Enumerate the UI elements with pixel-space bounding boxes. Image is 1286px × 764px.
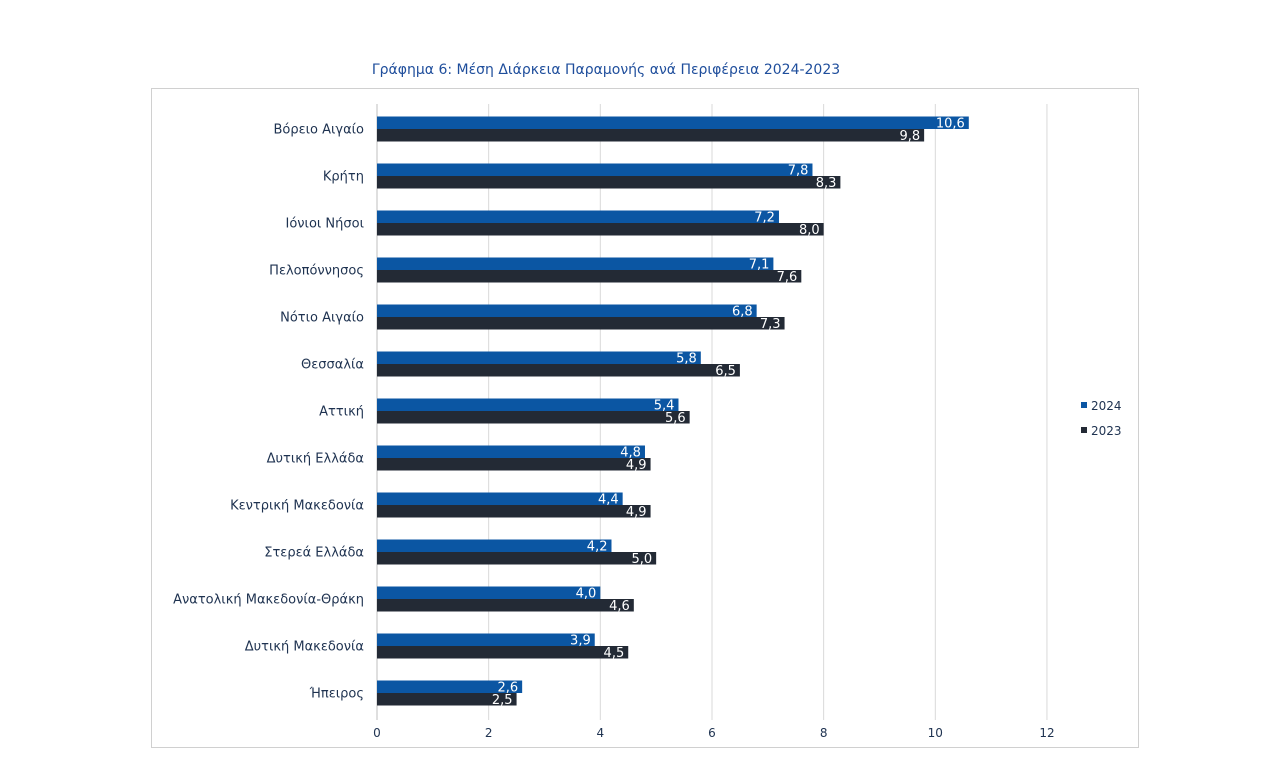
data-label-2024: 6,8 xyxy=(732,305,753,320)
legend-label-2024: 2024 xyxy=(1091,399,1122,413)
category-label: Στερεά Ελλάδα xyxy=(264,546,364,561)
x-tick-label: 10 xyxy=(928,726,943,740)
data-label-2023: 4,5 xyxy=(604,646,625,661)
bar-2023 xyxy=(377,411,690,424)
data-label-2024: 2,6 xyxy=(497,681,518,696)
bar-2024 xyxy=(377,586,601,599)
data-label-2024: 10,6 xyxy=(936,117,965,132)
bar-2023 xyxy=(377,223,824,236)
category-label: Ήπειρος xyxy=(309,687,364,702)
data-label-2023: 4,9 xyxy=(626,458,647,473)
data-label-2023: 7,6 xyxy=(777,270,798,285)
category-label: Νότιο Αιγαίο xyxy=(280,311,364,326)
bar-2024 xyxy=(377,351,701,364)
data-label-2024: 7,1 xyxy=(749,258,770,273)
data-label-2023: 8,3 xyxy=(816,176,837,191)
bar-2024 xyxy=(377,257,774,270)
bar-2024 xyxy=(377,539,612,552)
chart-frame xyxy=(151,88,1139,748)
bar-2023 xyxy=(377,270,802,283)
bar-2023 xyxy=(377,693,517,706)
legend-swatch-2024 xyxy=(1081,402,1087,408)
x-tick-label: 8 xyxy=(820,726,828,740)
bar-2023 xyxy=(377,505,651,518)
bar-2024 xyxy=(377,163,813,176)
bar-2024 xyxy=(377,116,969,129)
category-label: Πελοπόννησος xyxy=(269,264,364,279)
bar-2023 xyxy=(377,646,629,659)
legend-swatch-2023 xyxy=(1081,427,1087,433)
x-tick-label: 4 xyxy=(596,726,604,740)
data-label-2024: 5,8 xyxy=(676,352,697,367)
bar-2023 xyxy=(377,458,651,471)
bar-2023 xyxy=(377,552,657,565)
bar-2024 xyxy=(377,492,623,505)
bar-2023 xyxy=(377,129,925,142)
category-label: Βόρειο Αιγαίο xyxy=(273,123,364,138)
x-tick-label: 12 xyxy=(1039,726,1054,740)
data-label-2024: 5,4 xyxy=(654,399,675,414)
data-label-2023: 4,9 xyxy=(626,505,647,520)
data-label-2023: 4,6 xyxy=(609,599,630,614)
data-label-2024: 3,9 xyxy=(570,634,591,649)
category-label: Ανατολική Μακεδονία-Θράκη xyxy=(173,593,364,608)
data-label-2024: 7,8 xyxy=(788,164,809,179)
x-tick-label: 0 xyxy=(373,726,381,740)
data-label-2023: 5,6 xyxy=(665,411,686,426)
data-label-2024: 7,2 xyxy=(754,211,775,226)
bar-2023 xyxy=(377,317,785,330)
bar-2024 xyxy=(377,445,645,458)
category-label: Κεντρική Μακεδονία xyxy=(230,499,364,514)
data-label-2024: 4,8 xyxy=(620,446,641,461)
data-label-2023: 5,0 xyxy=(631,552,652,567)
bar-2024 xyxy=(377,633,595,646)
category-label: Κρήτη xyxy=(323,170,364,185)
category-label: Αττική xyxy=(319,405,364,420)
bar-2023 xyxy=(377,599,634,612)
category-label: Ιόνιοι Νήσοι xyxy=(286,217,365,232)
bar-2023 xyxy=(377,176,841,189)
x-tick-label: 2 xyxy=(485,726,493,740)
category-label: Δυτική Ελλάδα xyxy=(267,452,364,467)
category-label: Δυτική Μακεδονία xyxy=(245,640,364,655)
bar-2024 xyxy=(377,304,757,317)
bar-2024 xyxy=(377,398,679,411)
data-label-2024: 4,2 xyxy=(587,540,608,555)
data-label-2023: 8,0 xyxy=(799,223,820,238)
x-tick-label: 6 xyxy=(708,726,716,740)
chart-title: Γράφημα 6: Μέση Διάρκεια Παραμονής ανά Π… xyxy=(371,62,841,78)
category-label: Θεσσαλία xyxy=(301,358,364,373)
data-label-2023: 7,3 xyxy=(760,317,781,332)
legend-label-2023: 2023 xyxy=(1091,424,1122,438)
bar-2024 xyxy=(377,680,523,693)
bar-2024 xyxy=(377,210,779,223)
data-label-2024: 4,0 xyxy=(576,587,597,602)
data-label-2023: 9,8 xyxy=(899,129,920,144)
data-label-2024: 4,4 xyxy=(598,493,619,508)
data-label-2023: 6,5 xyxy=(715,364,736,379)
bar-2023 xyxy=(377,364,740,377)
data-label-2023: 2,5 xyxy=(492,693,513,708)
